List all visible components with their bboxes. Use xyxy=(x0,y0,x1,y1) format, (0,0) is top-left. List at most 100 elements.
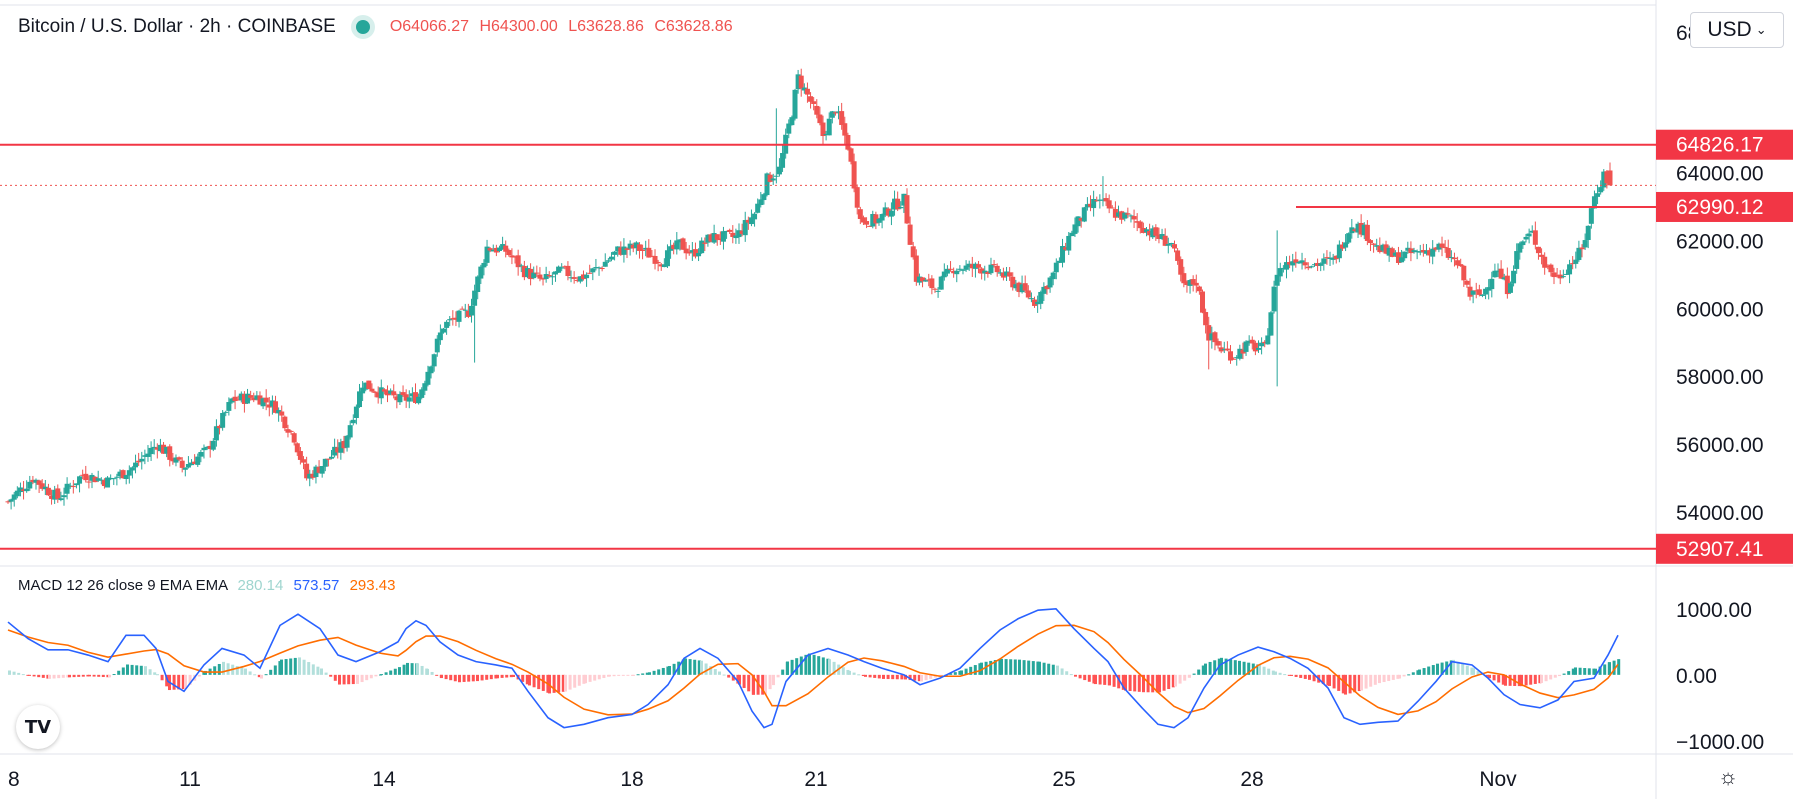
candle-body[interactable] xyxy=(994,265,1000,273)
candle-body[interactable] xyxy=(870,214,876,227)
candle-body[interactable] xyxy=(1464,280,1470,285)
candle-body[interactable] xyxy=(1140,227,1146,233)
candle-body[interactable] xyxy=(755,203,761,213)
candle-body[interactable] xyxy=(1455,260,1461,266)
candle-body[interactable] xyxy=(1184,281,1190,286)
candle-body[interactable] xyxy=(39,483,45,489)
candle-body[interactable] xyxy=(1221,349,1227,351)
candle-body[interactable] xyxy=(1570,263,1576,265)
candle-body[interactable] xyxy=(207,445,213,450)
candle-body[interactable] xyxy=(1084,204,1090,208)
candle-body[interactable] xyxy=(1417,251,1423,253)
candle-body[interactable] xyxy=(472,290,478,306)
candle-body[interactable] xyxy=(92,476,98,483)
candle-body[interactable] xyxy=(652,255,658,264)
candle-body[interactable] xyxy=(811,101,817,104)
candle-body[interactable] xyxy=(1517,243,1523,253)
candle-body[interactable] xyxy=(991,264,997,266)
candle-body[interactable] xyxy=(686,251,692,254)
candle-body[interactable] xyxy=(1290,261,1296,266)
candle-body[interactable] xyxy=(1224,348,1230,351)
candle-body[interactable] xyxy=(801,87,807,91)
candle-body[interactable] xyxy=(1268,312,1274,336)
candle-body[interactable] xyxy=(1479,294,1485,296)
candle-body[interactable] xyxy=(369,388,375,392)
candle-body[interactable] xyxy=(1028,298,1034,300)
candle-body[interactable] xyxy=(851,161,857,189)
candle-body[interactable] xyxy=(108,477,114,480)
candle-body[interactable] xyxy=(1436,243,1442,250)
candle-body[interactable] xyxy=(33,479,39,483)
candle-body[interactable] xyxy=(1162,235,1168,246)
candle-body[interactable] xyxy=(263,397,269,403)
candle-body[interactable] xyxy=(823,134,829,136)
candle-body[interactable] xyxy=(360,387,366,394)
candle-body[interactable] xyxy=(173,457,179,463)
candle-body[interactable] xyxy=(1358,222,1364,235)
candle-body[interactable] xyxy=(276,410,282,414)
candle-body[interactable] xyxy=(671,244,677,250)
candle-body[interactable] xyxy=(164,446,170,454)
candle-body[interactable] xyxy=(170,458,176,462)
candle-body[interactable] xyxy=(1265,335,1271,345)
candle-body[interactable] xyxy=(1355,223,1361,233)
candle-body[interactable] xyxy=(1252,342,1258,352)
candle-body[interactable] xyxy=(966,263,972,268)
candle-body[interactable] xyxy=(621,246,627,255)
candle-body[interactable] xyxy=(1283,262,1289,270)
candle-body[interactable] xyxy=(1423,250,1429,254)
candle-body[interactable] xyxy=(437,332,443,341)
candle-body[interactable] xyxy=(1501,277,1507,280)
candle-body[interactable] xyxy=(36,480,42,485)
candle-body[interactable] xyxy=(1150,228,1156,238)
candle-body[interactable] xyxy=(475,276,481,293)
candle-body[interactable] xyxy=(64,483,70,494)
candle-body[interactable] xyxy=(689,250,695,253)
candle-body[interactable] xyxy=(241,394,247,404)
candle-body[interactable] xyxy=(839,111,845,125)
candle-body[interactable] xyxy=(683,248,689,254)
candle-body[interactable] xyxy=(1535,246,1541,254)
candle-body[interactable] xyxy=(269,400,275,407)
candle-body[interactable] xyxy=(422,383,428,391)
candle-body[interactable] xyxy=(1237,348,1243,359)
candle-body[interactable] xyxy=(786,123,792,134)
candle-body[interactable] xyxy=(77,476,83,484)
candle-body[interactable] xyxy=(1004,271,1010,276)
candle-body[interactable] xyxy=(1476,289,1482,295)
candle-body[interactable] xyxy=(1119,211,1125,220)
candle-body[interactable] xyxy=(954,270,960,275)
candle-body[interactable] xyxy=(562,266,568,268)
candle-body[interactable] xyxy=(1579,247,1585,250)
candle-body[interactable] xyxy=(1489,278,1495,290)
macd-indicator-label[interactable]: MACD 12 26 close 9 EMA EMA xyxy=(18,577,228,594)
candle-body[interactable] xyxy=(804,88,810,95)
candle-body[interactable] xyxy=(1287,262,1293,265)
candle-body[interactable] xyxy=(1134,221,1140,223)
candle-body[interactable] xyxy=(1371,243,1377,245)
candle-body[interactable] xyxy=(1588,208,1594,224)
candle-body[interactable] xyxy=(1529,230,1535,233)
candle-body[interactable] xyxy=(148,447,154,455)
candle-body[interactable] xyxy=(412,392,418,403)
candle-body[interactable] xyxy=(307,473,313,479)
candle-body[interactable] xyxy=(661,264,667,268)
candle-body[interactable] xyxy=(904,195,910,224)
candle-body[interactable] xyxy=(70,486,76,488)
candle-body[interactable] xyxy=(798,75,804,89)
candle-body[interactable] xyxy=(720,231,726,242)
candle-body[interactable] xyxy=(633,242,639,248)
candle-body[interactable] xyxy=(49,495,55,499)
candle-body[interactable] xyxy=(1044,285,1050,290)
candle-body[interactable] xyxy=(1504,275,1510,295)
candle-body[interactable] xyxy=(534,272,540,274)
candle-body[interactable] xyxy=(388,390,394,394)
candle-body[interactable] xyxy=(500,244,506,250)
candle-body[interactable] xyxy=(381,389,387,392)
candle-body[interactable] xyxy=(770,178,776,181)
candle-body[interactable] xyxy=(680,238,686,250)
candle-body[interactable] xyxy=(223,411,229,413)
candle-body[interactable] xyxy=(748,217,754,225)
candle-body[interactable] xyxy=(1598,187,1604,193)
candle-body[interactable] xyxy=(89,474,95,481)
